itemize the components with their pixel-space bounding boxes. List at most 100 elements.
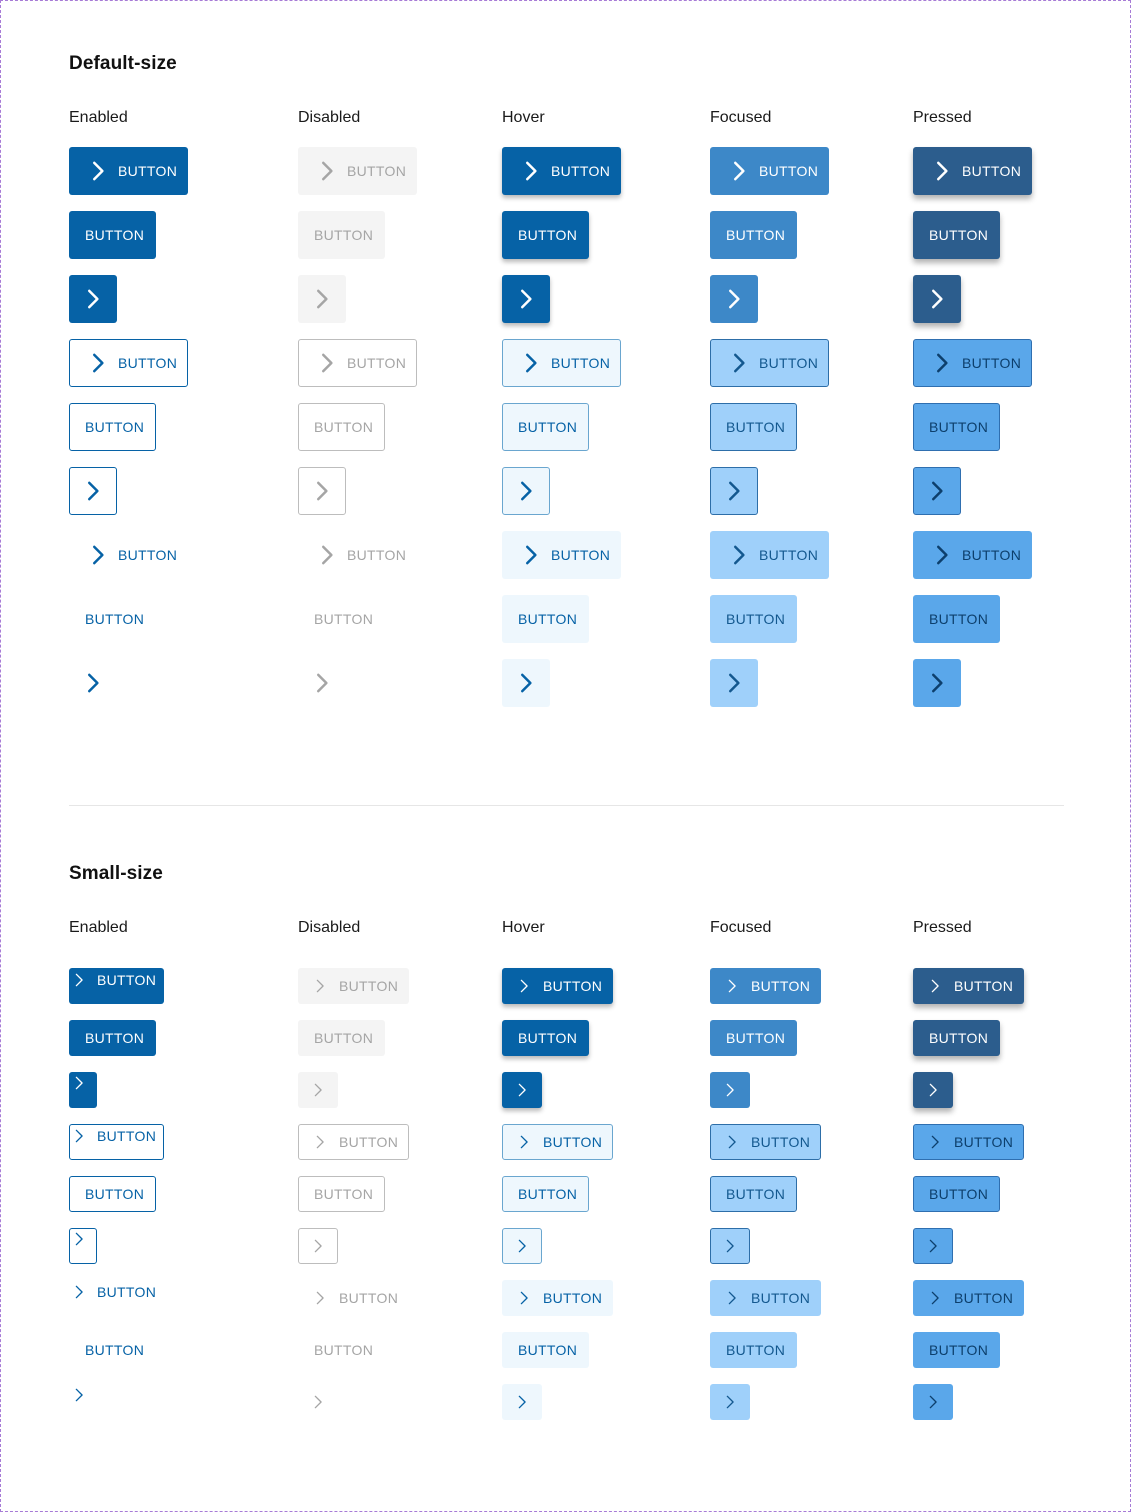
outlined-label-button-disabled[interactable]: BUTTON (298, 1176, 385, 1212)
button-cell: BUTTON (710, 968, 821, 1004)
ghost-label-button-pressed[interactable]: BUTTON (913, 1332, 1000, 1368)
filled-icon-button-disabled[interactable] (298, 275, 346, 323)
filled-label-button-pressed[interactable]: BUTTON (913, 1020, 1000, 1056)
outlined-icon-button-hover[interactable] (502, 1228, 542, 1264)
ghost-icon-label-button-focused[interactable]: BUTTON (710, 1280, 821, 1316)
ghost-label-button-hover[interactable]: BUTTON (502, 1332, 589, 1368)
ghost-icon-label-button-disabled[interactable]: BUTTON (298, 1280, 409, 1316)
outlined-label-button-focused[interactable]: BUTTON (710, 403, 797, 451)
outlined-label-button-enabled[interactable]: BUTTON (69, 403, 156, 451)
filled-icon-button-pressed[interactable] (913, 275, 961, 323)
filled-label-button-enabled[interactable]: BUTTON (69, 211, 156, 259)
filled-icon-label-button-disabled[interactable]: BUTTON (298, 968, 409, 1004)
ghost-label-button-enabled[interactable]: BUTTON (69, 1332, 156, 1368)
outlined-label-button-disabled[interactable]: BUTTON (298, 403, 385, 451)
ghost-label-button-disabled[interactable]: BUTTON (298, 595, 385, 643)
filled-icon-button-enabled[interactable] (69, 1072, 97, 1108)
filled-label-button-hover[interactable]: BUTTON (502, 1020, 589, 1056)
ghost-icon-button-disabled[interactable] (298, 1384, 338, 1420)
filled-icon-label-button-hover[interactable]: BUTTON (502, 968, 613, 1004)
ghost-label-button-enabled[interactable]: BUTTON (69, 595, 156, 643)
ghost-label-button-pressed[interactable]: BUTTON (913, 595, 1000, 643)
chevron-right-icon (932, 481, 943, 501)
filled-icon-label-button-enabled[interactable]: BUTTON (69, 147, 188, 195)
filled-icon-button-pressed[interactable] (913, 1072, 953, 1108)
outlined-label-button-pressed[interactable]: BUTTON (913, 1176, 1000, 1212)
outlined-icon-button-pressed[interactable] (913, 467, 961, 515)
filled-icon-button-enabled[interactable] (69, 275, 117, 323)
ghost-icon-button-hover[interactable] (502, 1384, 542, 1420)
outlined-icon-label-button-disabled[interactable]: BUTTON (298, 339, 417, 387)
chevron-right-icon (75, 1076, 83, 1090)
outlined-icon-label-button-pressed[interactable]: BUTTON (913, 1124, 1024, 1160)
outlined-icon-label-button-focused[interactable]: BUTTON (710, 1124, 821, 1160)
filled-icon-label-button-pressed[interactable]: BUTTON (913, 968, 1024, 1004)
outlined-icon-label-button-pressed[interactable]: BUTTON (913, 339, 1032, 387)
outlined-label-button-hover[interactable]: BUTTON (502, 1176, 589, 1212)
ghost-icon-button-enabled[interactable] (69, 1384, 97, 1420)
filled-icon-button-focused[interactable] (710, 1072, 750, 1108)
filled-icon-button-hover[interactable] (502, 275, 550, 323)
outlined-label-button-hover[interactable]: BUTTON (502, 403, 589, 451)
chevron-right-icon (726, 1395, 734, 1409)
filled-label-button-pressed[interactable]: BUTTON (913, 211, 1000, 259)
button-label: BUTTON (518, 419, 578, 435)
outlined-icon-label-button-enabled[interactable]: BUTTON (69, 339, 188, 387)
filled-label-button-focused[interactable]: BUTTON (710, 1020, 797, 1056)
filled-icon-label-button-hover[interactable]: BUTTON (502, 147, 621, 195)
filled-icon-label-button-disabled[interactable]: BUTTON (298, 147, 417, 195)
filled-label-button-disabled[interactable]: BUTTON (298, 1020, 385, 1056)
filled-icon-label-button-pressed[interactable]: BUTTON (913, 147, 1032, 195)
ghost-icon-label-button-pressed[interactable]: BUTTON (913, 531, 1032, 579)
outlined-icon-button-disabled[interactable] (298, 1228, 338, 1264)
outlined-label-button-enabled[interactable]: BUTTON (69, 1176, 156, 1212)
outlined-icon-button-enabled[interactable] (69, 467, 117, 515)
filled-icon-button-focused[interactable] (710, 275, 758, 323)
button-cell (502, 1072, 542, 1108)
filled-label-button-focused[interactable]: BUTTON (710, 211, 797, 259)
ghost-label-button-disabled[interactable]: BUTTON (298, 1332, 385, 1368)
button-cell: BUTTON (502, 1280, 613, 1316)
filled-icon-label-button-focused[interactable]: BUTTON (710, 147, 829, 195)
ghost-label-button-hover[interactable]: BUTTON (502, 595, 589, 643)
filled-icon-button-hover[interactable] (502, 1072, 542, 1108)
outlined-icon-button-hover[interactable] (502, 467, 550, 515)
ghost-icon-button-focused[interactable] (710, 659, 758, 707)
outlined-label-button-pressed[interactable]: BUTTON (913, 403, 1000, 451)
ghost-icon-button-enabled[interactable] (69, 659, 117, 707)
outlined-icon-button-focused[interactable] (710, 1228, 750, 1264)
filled-icon-label-button-enabled[interactable]: BUTTON (69, 968, 164, 1004)
outlined-icon-button-pressed[interactable] (913, 1228, 953, 1264)
filled-icon-button-disabled[interactable] (298, 1072, 338, 1108)
ghost-label-button-focused[interactable]: BUTTON (710, 1332, 797, 1368)
ghost-icon-label-button-enabled[interactable]: BUTTON (69, 1280, 164, 1316)
ghost-icon-button-disabled[interactable] (298, 659, 346, 707)
outlined-icon-button-focused[interactable] (710, 467, 758, 515)
outlined-icon-label-button-focused[interactable]: BUTTON (710, 339, 829, 387)
ghost-icon-button-hover[interactable] (502, 659, 550, 707)
filled-label-button-hover[interactable]: BUTTON (502, 211, 589, 259)
ghost-icon-label-button-hover[interactable]: BUTTON (502, 1280, 613, 1316)
filled-label-button-enabled[interactable]: BUTTON (69, 1020, 156, 1056)
button-cell: BUTTON (913, 211, 1000, 259)
outlined-icon-button-disabled[interactable] (298, 467, 346, 515)
chevron-right-icon (75, 1129, 83, 1143)
ghost-icon-label-button-focused[interactable]: BUTTON (710, 531, 829, 579)
outlined-label-button-focused[interactable]: BUTTON (710, 1176, 797, 1212)
ghost-icon-button-focused[interactable] (710, 1384, 750, 1420)
outlined-icon-label-button-hover[interactable]: BUTTON (502, 339, 621, 387)
ghost-icon-label-button-hover[interactable]: BUTTON (502, 531, 621, 579)
ghost-icon-button-pressed[interactable] (913, 1384, 953, 1420)
ghost-label-button-focused[interactable]: BUTTON (710, 595, 797, 643)
outlined-icon-label-button-enabled[interactable]: BUTTON (69, 1124, 164, 1160)
outlined-icon-label-button-disabled[interactable]: BUTTON (298, 1124, 409, 1160)
ghost-icon-label-button-pressed[interactable]: BUTTON (913, 1280, 1024, 1316)
ghost-icon-label-button-enabled[interactable]: BUTTON (69, 531, 188, 579)
button-label: BUTTON (954, 1134, 1014, 1150)
outlined-icon-button-enabled[interactable] (69, 1228, 97, 1264)
filled-label-button-disabled[interactable]: BUTTON (298, 211, 385, 259)
ghost-icon-button-pressed[interactable] (913, 659, 961, 707)
filled-icon-label-button-focused[interactable]: BUTTON (710, 968, 821, 1004)
ghost-icon-label-button-disabled[interactable]: BUTTON (298, 531, 417, 579)
outlined-icon-label-button-hover[interactable]: BUTTON (502, 1124, 613, 1160)
